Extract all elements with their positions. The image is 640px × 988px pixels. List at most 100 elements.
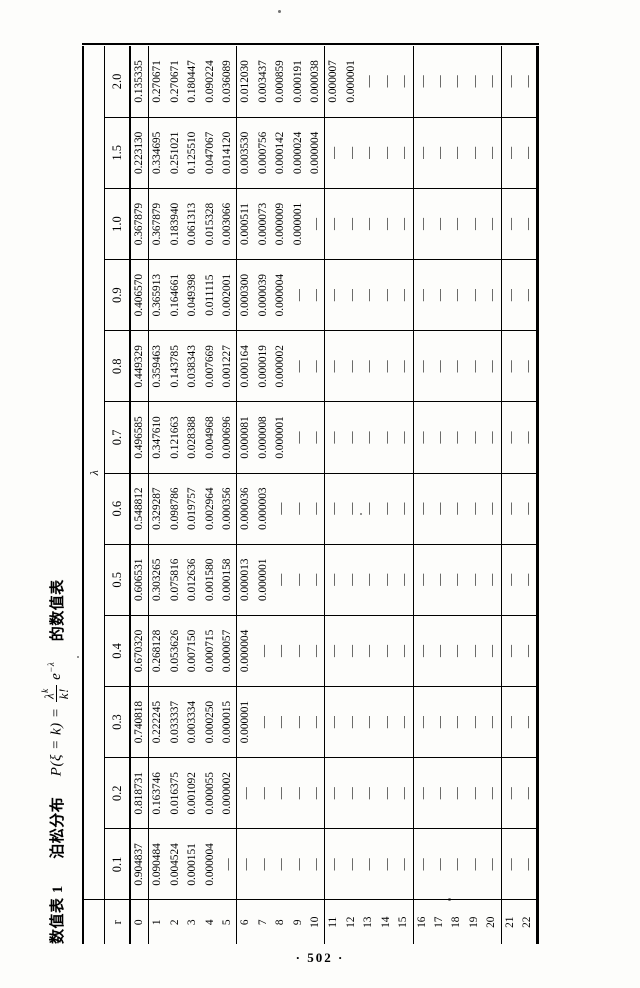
- cell-k7-lambda0.5: 0.000001: [254, 544, 273, 616]
- cell-k4-lambda0.6: 0.002964: [201, 473, 220, 545]
- cell-k0-lambda0.1: 0.904837: [130, 828, 149, 900]
- column-header-lambda-0.8: 0.8: [104, 330, 130, 402]
- cell-k20-lambda2.0: —: [483, 46, 502, 118]
- cell-k10-lambda1.0: —: [307, 188, 325, 260]
- row-label-18: 18: [448, 900, 466, 944]
- cell-k14-lambda1.0: —: [377, 188, 396, 260]
- cell-k13-lambda0.3: —: [360, 686, 378, 758]
- cell-k17-lambda0.8: —: [430, 330, 449, 402]
- cell-k22-lambda1.5: —: [518, 117, 537, 189]
- cell-k22-lambda0.8: —: [518, 330, 537, 402]
- cell-k20-lambda0.5: —: [483, 544, 502, 616]
- cell-k4-lambda0.5: 0.001580: [201, 544, 220, 616]
- scan-speck: [77, 656, 79, 658]
- cell-k21-lambda0.1: —: [501, 828, 519, 900]
- cell-k9-lambda0.7: —: [289, 401, 308, 474]
- row-label-5: 5: [219, 900, 237, 944]
- cell-k2-lambda0.6: 0.098786: [166, 473, 185, 545]
- table-row: 18— — — — — — — — — — — —: [448, 46, 466, 944]
- cell-k11-lambda1.0: —: [324, 188, 343, 260]
- table-row: 2 0.004524 0.016375 0.033337 0.053626 0.07581…: [166, 46, 185, 944]
- cell-k21-lambda0.8: —: [501, 330, 519, 402]
- cell-k17-lambda0.7: —: [430, 401, 449, 474]
- row-label-12: 12: [342, 900, 361, 944]
- cell-k6-lambda1.0: 0.000511: [236, 188, 255, 260]
- cell-k6-lambda0.1: —: [236, 828, 255, 900]
- cell-k19-lambda2.0: —: [466, 75, 481, 88]
- cell-k17-lambda0.4: —: [430, 615, 449, 687]
- cell-k12-lambda1.0: —: [342, 188, 361, 260]
- cell-k11-lambda2.0: 0.000007: [327, 60, 340, 103]
- cell-k8-lambda1.0: 0.000009: [272, 188, 290, 260]
- cell-k13-lambda0.4: —: [360, 615, 378, 687]
- table-row: 13— — — — — — — — — — — —: [360, 46, 378, 944]
- cell-k22-lambda0.6: —: [518, 473, 537, 545]
- poisson-distribution-table: λ r 0.1 0.2 0.3 0.4 0.5 0.6 0.7 0.8 0.9 1.0 1.5 2.0…: [84, 46, 537, 944]
- cell-k19-lambda0.9: —: [465, 259, 484, 331]
- column-header-lambda-0.6: 0.6: [104, 473, 130, 545]
- column-header-lambda-2.0: 2.0: [104, 46, 130, 118]
- cell-k15-lambda0.3: —: [395, 686, 413, 758]
- row-label-4: 4: [201, 900, 220, 944]
- cell-k4-lambda0.1: 0.000004: [201, 828, 220, 900]
- cell-k6-lambda0.7: 0.000081: [236, 401, 255, 474]
- cell-k8-lambda0.3: —: [272, 686, 290, 758]
- cell-k17-lambda0.3: —: [430, 686, 449, 758]
- cell-k11-lambda0.1: —: [324, 828, 343, 900]
- cell-k16-lambda0.4: —: [413, 615, 431, 687]
- cell-k22-lambda2.0: —: [518, 46, 537, 118]
- cell-k7-lambda0.2: —: [254, 757, 273, 829]
- cell-k1-lambda0.2: 0.163746: [148, 757, 167, 829]
- cell-k3-lambda0.8: 0.038343: [184, 330, 202, 402]
- cell-k6-lambda0.3: 0.000001: [236, 686, 255, 758]
- cell-k20-lambda1.5: —: [483, 117, 502, 189]
- cell-k2-lambda0.5: 0.075816: [166, 544, 185, 616]
- cell-k15-lambda0.4: —: [395, 615, 413, 687]
- cell-k10-lambda0.3: —: [307, 686, 325, 758]
- cell-k2-lambda0.7: 0.121663: [166, 401, 185, 474]
- cell-k15-lambda0.9: —: [395, 259, 413, 331]
- cell-k12-lambda0.2: —: [342, 757, 361, 829]
- cell-k15-lambda0.2: —: [395, 757, 413, 829]
- cell-k15-lambda0.8: —: [395, 330, 413, 402]
- cell-k3-lambda0.9: 0.049398: [184, 259, 202, 331]
- cell-k15-lambda0.6: —: [395, 473, 413, 545]
- table-row: 14— — — — — — — — — — — —: [377, 46, 396, 944]
- table-row: 16— — — — — — — — — — — —: [413, 46, 431, 944]
- cell-k18-lambda0.4: —: [448, 615, 466, 687]
- cell-k18-lambda0.3: —: [448, 686, 466, 758]
- cell-k10-lambda2.0: 0.000038: [307, 46, 325, 118]
- cell-k5-lambda0.3: 0.000015: [219, 686, 237, 758]
- column-header-row: r 0.1 0.2 0.3 0.4 0.5 0.6 0.7 0.8 0.9 1.0 1.5 2.0: [104, 46, 130, 944]
- cell-k20-lambda0.4: —: [483, 615, 502, 687]
- table-row: 8— — — — — —0.000001 0.000002 0.000004 0.000009 0…: [272, 46, 290, 944]
- cell-k17-lambda2.0: —: [431, 75, 446, 88]
- formula-exponential: e−λ: [46, 661, 65, 680]
- cell-k20-lambda0.6: —: [483, 473, 502, 545]
- row-label-13: 13: [360, 900, 378, 944]
- cell-k8-lambda1.5: 0.000142: [272, 117, 290, 189]
- cell-k13-lambda0.6: —: [360, 473, 378, 545]
- cell-k6-lambda0.2: —: [236, 757, 255, 829]
- table-sheet: 数值表 1 泊松分布 P(ξ = k) = λk k! e−λ 的数值表: [20, 18, 620, 970]
- lambda-header-row: λ: [84, 46, 105, 944]
- cell-k3-lambda0.4: 0.007150: [184, 615, 202, 687]
- cell-k19-lambda1.5: —: [465, 117, 484, 189]
- cell-k10-lambda0.8: —: [307, 330, 325, 402]
- cell-k7-lambda0.8: 0.000019: [254, 330, 273, 402]
- cell-k11-lambda0.6: —: [324, 473, 343, 545]
- table-row: 22— — — — — — — — — — — —: [518, 46, 537, 944]
- cell-k0-lambda0.4: 0.670320: [130, 615, 149, 687]
- cell-k21-lambda1.0: —: [501, 188, 519, 260]
- cell-k18-lambda1.5: —: [448, 117, 466, 189]
- cell-k3-lambda0.5: 0.012636: [184, 544, 202, 616]
- cell-k14-lambda0.6: —: [377, 473, 396, 545]
- cell-k9-lambda1.5: 0.000024: [289, 117, 308, 189]
- cell-k4-lambda0.2: 0.000055: [201, 757, 220, 829]
- cell-k0-lambda2.0: 0.135335: [130, 46, 149, 118]
- cell-k22-lambda0.3: —: [518, 686, 537, 758]
- column-header-lambda-0.4: 0.4: [104, 615, 130, 687]
- cell-k7-lambda0.1: —: [254, 828, 273, 900]
- cell-k2-lambda0.3: 0.033337: [166, 686, 185, 758]
- cell-k17-lambda0.6: —: [430, 473, 449, 545]
